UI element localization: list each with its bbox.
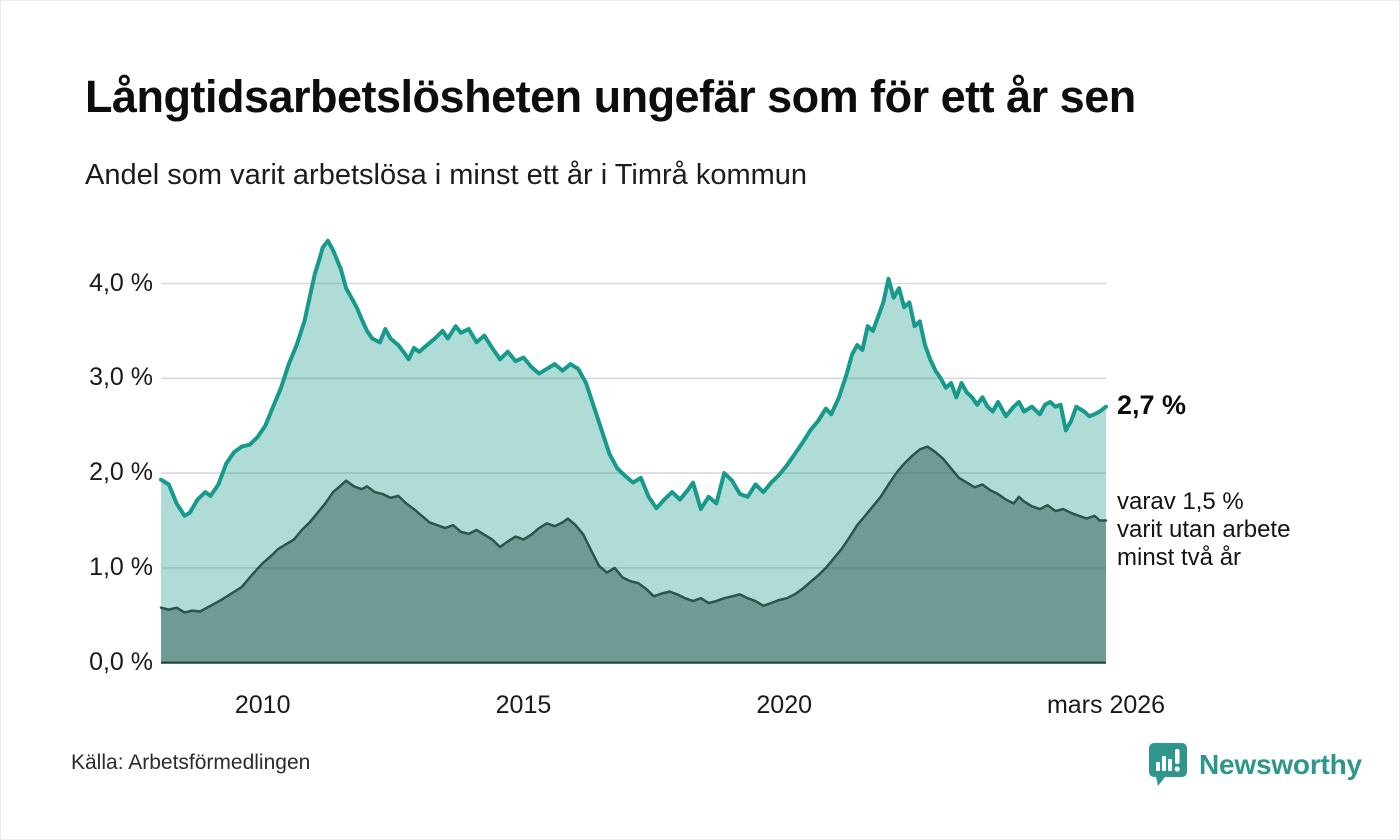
y-tick-label: 0,0 % bbox=[89, 647, 153, 676]
newsworthy-logo-icon bbox=[1147, 741, 1189, 789]
source-note: Källa: Arbetsförmedlingen bbox=[71, 751, 311, 774]
x-tick-label: 2015 bbox=[495, 691, 552, 719]
y-tick-label: 3,0 % bbox=[89, 363, 153, 392]
y-tick-label: 1,0 % bbox=[89, 552, 153, 581]
y-tick-label: 2,0 % bbox=[89, 458, 153, 487]
page-title: Långtidsarbetslösheten ungefär som för e… bbox=[85, 71, 1136, 122]
series-line-min-1yr bbox=[159, 238, 1108, 518]
x-tick-label: 2020 bbox=[756, 691, 813, 719]
y-tick-label: 4,0 % bbox=[89, 268, 153, 297]
end-value-label-min-2yr: varav 1,5 % varit utan arbete minst två … bbox=[1117, 487, 1291, 571]
series-line-min-2yr bbox=[159, 445, 1108, 614]
x-tick-label: 2010 bbox=[234, 691, 291, 719]
brand-name: Newsworthy bbox=[1199, 749, 1362, 780]
end-value-label-min-1yr: 2,7 % bbox=[1117, 389, 1187, 420]
brand-logo: Newsworthy bbox=[1147, 739, 1362, 791]
page-subtitle: Andel som varit arbetslösa i minst ett å… bbox=[85, 159, 808, 191]
series-area-min-2yr bbox=[161, 446, 1106, 663]
x-tick-label: mars 2026 bbox=[1046, 691, 1166, 719]
